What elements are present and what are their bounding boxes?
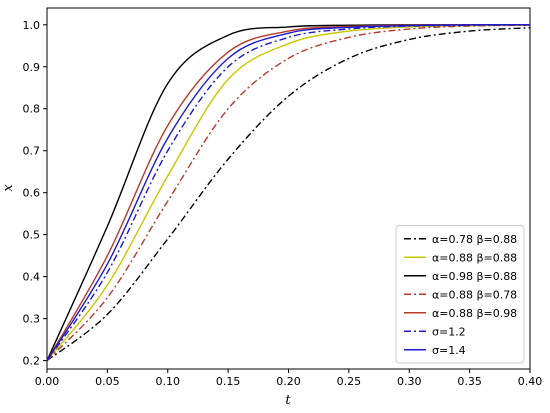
x-tick-label: 0.15 bbox=[216, 375, 241, 388]
x-tick-label: 0.10 bbox=[156, 375, 181, 388]
y-tick-label: 1.0 bbox=[23, 19, 41, 32]
x-tick-label: 0.05 bbox=[95, 375, 120, 388]
x-tick-label: 0.30 bbox=[397, 375, 422, 388]
legend-entry: α=0.78 β=0.88 bbox=[432, 233, 517, 246]
x-tick-label: 0.00 bbox=[35, 375, 60, 388]
legend-entry: α=0.88 β=0.98 bbox=[432, 307, 517, 320]
series-line-1 bbox=[46, 27, 531, 362]
y-tick-label: 0.3 bbox=[23, 313, 41, 326]
legend-entry: α=0.98 β=0.88 bbox=[432, 270, 517, 283]
ticks-layer: 0.00 0.05 0.10 0.15 0.20 0.25 0.30 0.35 0.40 0.2 0… bbox=[23, 19, 543, 388]
x-tick-label: 0.25 bbox=[337, 375, 362, 388]
y-tick-label: 0.9 bbox=[23, 61, 41, 74]
legend-entry: σ=1.4 bbox=[432, 344, 466, 357]
series-line-7 bbox=[46, 24, 531, 361]
y-axis-label: x bbox=[1, 184, 16, 192]
y-tick-label: 0.2 bbox=[23, 355, 41, 368]
x-tick-label: 0.20 bbox=[276, 375, 301, 388]
series-line-4 bbox=[46, 24, 531, 362]
y-tick-label: 0.4 bbox=[23, 271, 41, 284]
x-tick-label: 0.35 bbox=[457, 375, 482, 388]
x-axis-label: t bbox=[285, 393, 291, 408]
y-tick-label: 0.5 bbox=[23, 229, 41, 242]
legend-entry: α=0.88 β=0.88 bbox=[432, 251, 517, 264]
y-tick-label: 0.8 bbox=[23, 103, 41, 116]
y-tick-label: 0.7 bbox=[23, 145, 41, 158]
y-tick-label: 0.6 bbox=[23, 187, 41, 200]
legend: α=0.78 β=0.88 α=0.88 β=0.88 α=0.98 β=0.88 α… bbox=[395, 225, 525, 364]
x-tick-label: 0.40 bbox=[518, 375, 543, 388]
legend-entry: α=0.88 β=0.78 bbox=[432, 288, 517, 301]
legend-entry: σ=1.2 bbox=[432, 325, 466, 338]
series-layer bbox=[46, 24, 531, 362]
legend-box bbox=[395, 225, 525, 364]
